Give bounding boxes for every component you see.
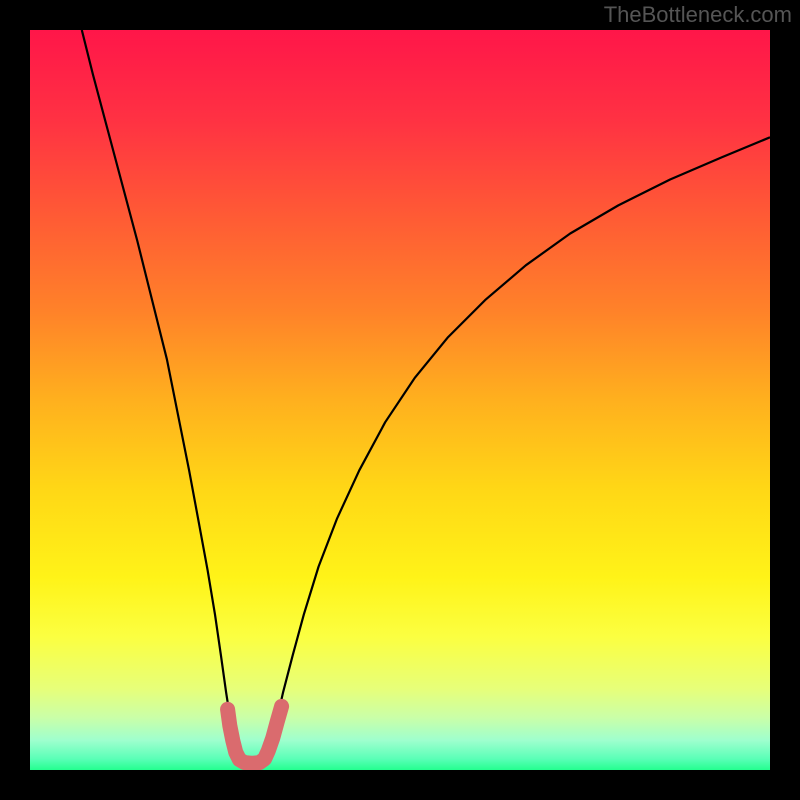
chart-svg — [30, 30, 770, 770]
chart-container: TheBottleneck.com — [0, 0, 800, 800]
plot-area — [30, 30, 770, 770]
watermark-text: TheBottleneck.com — [604, 2, 792, 28]
